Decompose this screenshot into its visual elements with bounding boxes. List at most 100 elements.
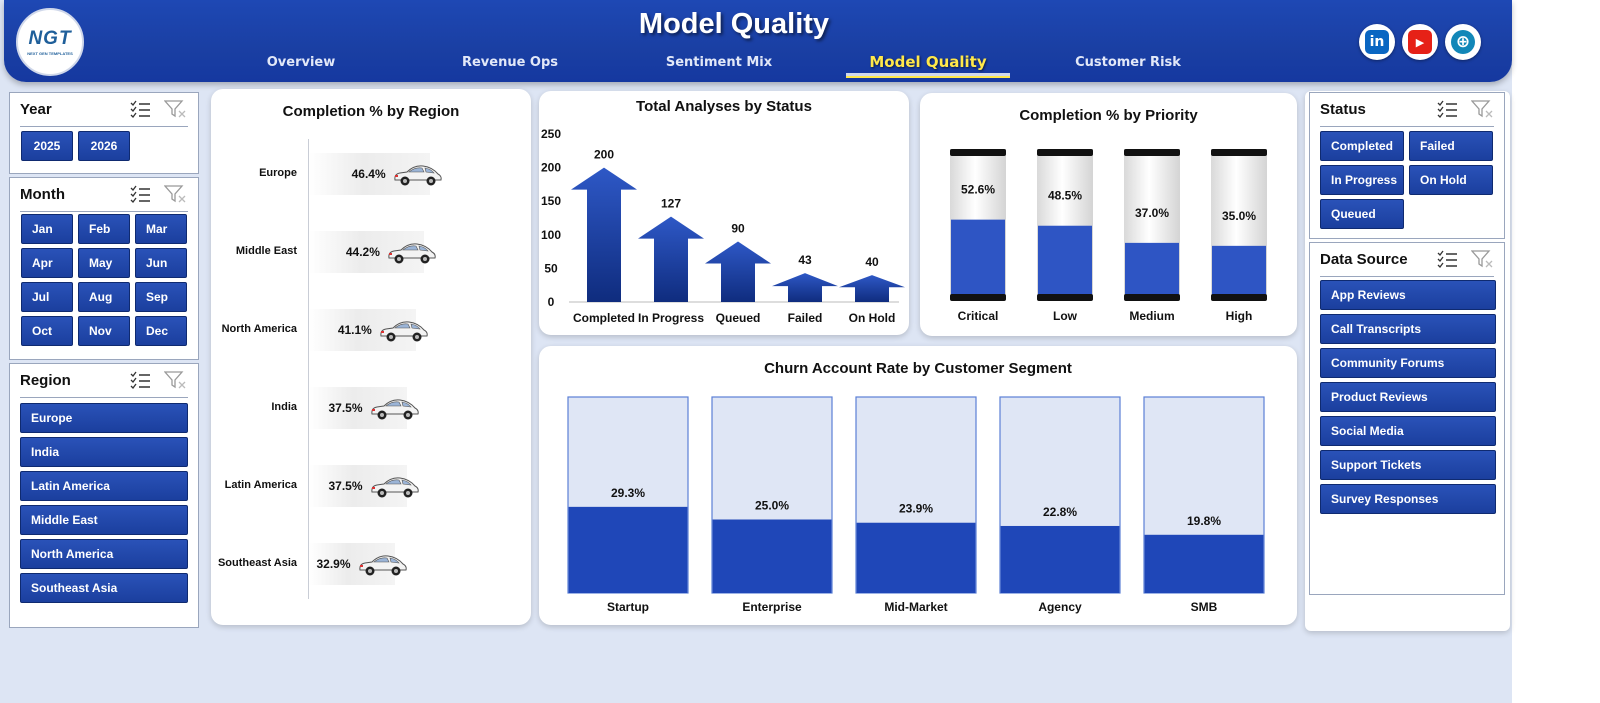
source-call-transcripts-button[interactable]: Call Transcripts (1320, 314, 1496, 344)
clear-filter-icon[interactable] (164, 370, 186, 390)
multi-select-icon[interactable] (129, 99, 151, 119)
status-bar-in-progress (638, 216, 704, 302)
status-slicer: Status Completed Failed In Progress On H… (1309, 92, 1505, 239)
multi-select-icon[interactable] (1436, 99, 1458, 119)
year-2026-button[interactable]: 2026 (78, 131, 130, 161)
source-support-tickets-button[interactable]: Support Tickets (1320, 450, 1496, 480)
status-slicer-title: Status (1320, 101, 1366, 118)
region-middle-east-button[interactable]: Middle East (20, 505, 188, 535)
region-india-button[interactable]: India (20, 437, 188, 467)
segment-value-label: 22.8% (1043, 505, 1077, 519)
month-sep-button[interactable]: Sep (135, 282, 187, 312)
region-slicer-title: Region (20, 372, 71, 389)
region-southeast-asia-button[interactable]: Southeast Asia (20, 573, 188, 603)
clear-filter-icon[interactable] (1471, 99, 1493, 119)
status-value-label: 40 (865, 255, 879, 269)
status-value-label: 90 (731, 222, 745, 236)
priority-chart-title: Completion % by Priority (1019, 107, 1198, 124)
month-nov-button[interactable]: Nov (78, 316, 130, 346)
source-social-media-button[interactable]: Social Media (1320, 416, 1496, 446)
globe-icon: ⊕ (1451, 30, 1475, 54)
month-oct-button[interactable]: Oct (21, 316, 73, 346)
slicer-divider (1320, 126, 1494, 127)
tab-model-quality[interactable]: Model Quality (869, 53, 987, 71)
status-in-progress-button[interactable]: In Progress (1320, 165, 1404, 195)
month-feb-button[interactable]: Feb (78, 214, 130, 244)
status-x-label: Failed (788, 311, 823, 325)
multi-select-icon[interactable] (129, 184, 151, 204)
tab-revenue-ops[interactable]: Revenue Ops (461, 55, 559, 70)
region-value-label: 44.2% (345, 245, 380, 259)
priority-cap-top (950, 149, 1006, 156)
car-icon (388, 243, 436, 264)
region-europe-button[interactable]: Europe (20, 403, 188, 433)
source-survey-responses-button[interactable]: Survey Responses (1320, 484, 1496, 514)
data-source-slicer: Data Source App Reviews Call Transcripts… (1309, 242, 1505, 595)
month-aug-button[interactable]: Aug (78, 282, 130, 312)
priority-value-label: 37.0% (1135, 206, 1169, 220)
slicer-divider (20, 397, 188, 398)
month-may-button[interactable]: May (78, 248, 130, 278)
month-dec-button[interactable]: Dec (135, 316, 187, 346)
segment-value-label: 25.0% (755, 499, 789, 513)
clear-filter-icon[interactable] (164, 99, 186, 119)
car-icon (380, 321, 428, 342)
status-bar-queued (705, 241, 771, 302)
month-mar-button[interactable]: Mar (135, 214, 187, 244)
source-community-forums-button[interactable]: Community Forums (1320, 348, 1496, 378)
status-y-tick: 200 (541, 161, 561, 175)
source-product-reviews-button[interactable]: Product Reviews (1320, 382, 1496, 412)
priority-bar-low (1038, 225, 1092, 298)
region-label-india: India (271, 401, 297, 413)
status-on-hold-button[interactable]: On Hold (1409, 165, 1493, 195)
segment-value-label: 29.3% (611, 486, 645, 500)
priority-bar-critical (951, 219, 1005, 298)
month-jun-button[interactable]: Jun (135, 248, 187, 278)
window-margin (1512, 0, 1600, 703)
linkedin-button[interactable]: in (1359, 24, 1395, 60)
source-app-reviews-button[interactable]: App Reviews (1320, 280, 1496, 310)
month-jan-button[interactable]: Jan (21, 214, 73, 244)
multi-select-icon[interactable] (129, 370, 151, 390)
tab-overview[interactable]: Overview (266, 55, 336, 70)
status-y-tick: 0 (548, 295, 555, 309)
year-2025-button[interactable]: 2025 (21, 131, 73, 161)
segment-bar-smb (1144, 534, 1264, 593)
status-bar-completed (571, 167, 637, 302)
header-bar: NGT NEXT GEN TEMPLATES Model Quality Ove… (4, 0, 1512, 82)
priority-cap-top (1124, 149, 1180, 156)
priority-x-label: Critical (958, 309, 999, 323)
region-north-america-button[interactable]: North America (20, 539, 188, 569)
region-latin-america-button[interactable]: Latin America (20, 471, 188, 501)
year-slicer-title: Year (20, 101, 52, 118)
priority-chart-plot: 52.6% Critical 48.5% Low 37.0% Medium 35.0% Hig… (950, 149, 1267, 323)
clear-filter-icon[interactable] (1471, 249, 1493, 269)
youtube-button[interactable]: ▶ (1402, 24, 1438, 60)
multi-select-icon[interactable] (1436, 249, 1458, 269)
priority-x-label: Medium (1129, 309, 1174, 323)
month-jul-button[interactable]: Jul (21, 282, 73, 312)
segment-bar-mid-market (856, 522, 976, 593)
status-queued-button[interactable]: Queued (1320, 199, 1404, 229)
status-value-label: 127 (661, 197, 681, 211)
priority-value-label: 48.5% (1048, 189, 1082, 203)
car-icon (370, 399, 419, 420)
status-completed-button[interactable]: Completed (1320, 131, 1404, 161)
status-x-label: In Progress (638, 311, 704, 325)
website-button[interactable]: ⊕ (1445, 24, 1481, 60)
youtube-icon: ▶ (1408, 30, 1432, 54)
month-apr-button[interactable]: Apr (21, 248, 73, 278)
segment-chart-title: Churn Account Rate by Customer Segment (764, 360, 1072, 377)
status-x-label: Queued (716, 311, 761, 325)
car-icon (393, 165, 442, 186)
tab-sentiment-mix[interactable]: Sentiment Mix (665, 55, 773, 70)
priority-value-label: 35.0% (1222, 209, 1256, 223)
tab-customer-risk[interactable]: Customer Risk (1075, 55, 1181, 70)
status-failed-button[interactable]: Failed (1409, 131, 1493, 161)
region-chart-axis (308, 139, 309, 599)
region-value-label: 41.1% (337, 323, 372, 337)
region-slicer: Region Europe India Latin America Middle… (9, 363, 199, 628)
clear-filter-icon[interactable] (164, 184, 186, 204)
priority-cap-top (1037, 149, 1093, 156)
linkedin-icon: in (1365, 30, 1389, 54)
